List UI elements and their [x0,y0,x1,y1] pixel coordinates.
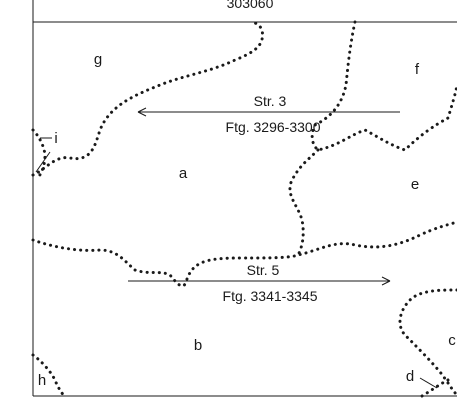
zone-label-e: e [411,176,419,193]
boundary-f-e [310,20,457,152]
boundary-c [398,288,457,397]
header-code: 303060 [227,0,274,11]
trench-str3: Str. 3 Ftg. 3296-3300 [137,93,400,135]
boundary-ae-b [31,220,457,288]
zone-label-g: g [94,51,102,68]
boundary-g-a [31,20,265,177]
zone-label-c: c [448,332,456,349]
zone-label-a: a [179,165,188,182]
trench-str5-arrowhead [381,276,391,286]
zone-label-f: f [415,61,420,78]
trench-str3-sublabel: Ftg. 3296-3300 [226,119,321,135]
zone-label-b: b [194,337,202,354]
leader-i-slash [35,151,51,173]
boundary-i [31,128,47,180]
boundary-h [31,353,66,398]
trench-str3-label: Str. 3 [254,93,287,109]
zone-label-h: h [38,372,46,389]
leader-d [419,377,438,389]
zone-boundaries [31,20,457,398]
zone-label-d: d [406,368,414,385]
boundary-a-e [288,148,320,257]
trench-str5: Str. 5 Ftg. 3341-3345 [128,262,391,304]
zone-label-i: i [54,130,57,147]
trench-str3-arrowhead [137,107,147,117]
boundary-d [420,378,450,398]
trench-str5-sublabel: Ftg. 3341-3345 [223,288,318,304]
trench-str5-label: Str. 5 [247,262,280,278]
